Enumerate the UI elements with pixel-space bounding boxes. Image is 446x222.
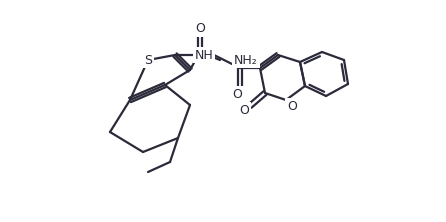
Text: NH: NH bbox=[194, 48, 213, 61]
Text: O: O bbox=[232, 87, 242, 101]
Text: O: O bbox=[195, 22, 205, 36]
Text: S: S bbox=[144, 54, 152, 67]
Text: O: O bbox=[287, 99, 297, 113]
Text: O: O bbox=[239, 103, 249, 117]
Text: NH₂: NH₂ bbox=[234, 54, 258, 67]
